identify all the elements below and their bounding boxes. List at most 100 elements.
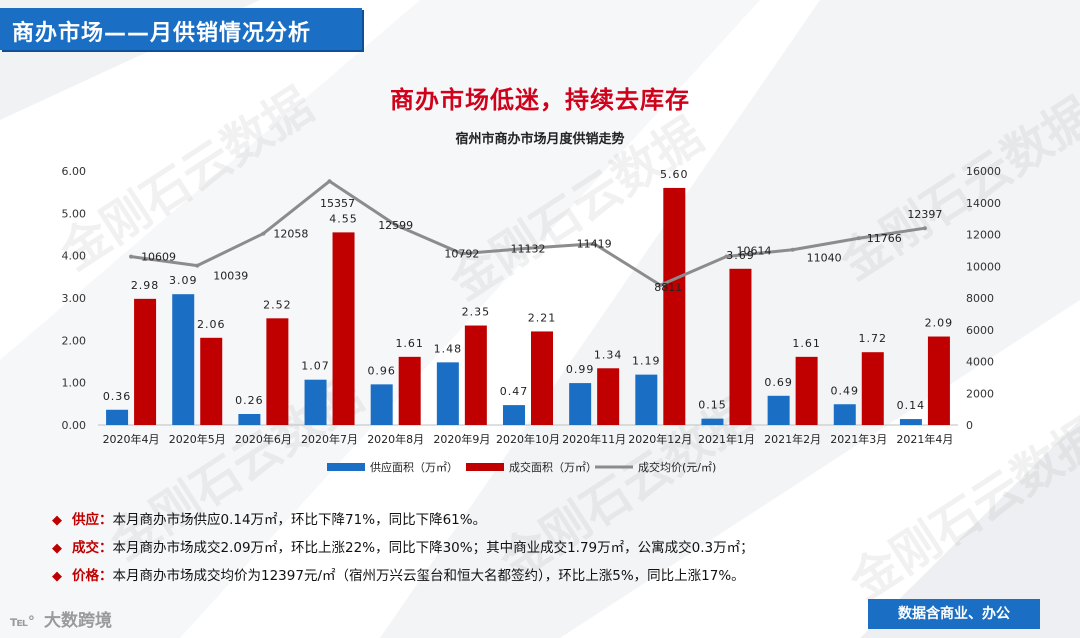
y-right-tick-label: 2000 [966, 387, 994, 400]
price-point [327, 179, 332, 184]
supply-data-label: 0.49 [831, 384, 860, 397]
deal-bar [729, 268, 752, 425]
supply-bar [701, 418, 724, 425]
price-point [790, 247, 795, 252]
price-data-label: 10792 [444, 248, 479, 261]
deal-data-label: 1.72 [859, 332, 888, 345]
supply-bar [899, 419, 922, 425]
x-tick-label: 2021年1月 [698, 432, 755, 446]
price-data-label: 15357 [320, 197, 355, 210]
supply-bar [106, 409, 129, 425]
supply-bar [767, 395, 790, 425]
bullet-supply: ◆ 供应：本月商办市场供应0.14万㎡，环比下降71%，同比下降61%。 [52, 506, 754, 534]
supply-data-label: 1.07 [301, 360, 330, 373]
x-tick-label: 2021年2月 [764, 432, 821, 446]
bullet-label: 价格： [72, 568, 113, 584]
bullet-text: 本月商办市场成交均价为12397元/㎡（宿州万兴云玺台和恒大名都签约），环比上涨… [112, 568, 745, 584]
diamond-icon: ◆ [52, 541, 62, 556]
price-point [856, 236, 861, 241]
diamond-icon: ◆ [52, 569, 62, 584]
bullet-deal: ◆ 成交：本月商办市场成交2.09万㎡，环比上涨22%，同比下降30%；其中商业成… [52, 534, 754, 562]
bullet-price: ◆ 价格：本月商办市场成交均价为12397元/㎡（宿州万兴云玺台和恒大名都签约），… [52, 562, 754, 590]
supply-data-label: 0.96 [367, 364, 396, 377]
deal-bar [597, 368, 620, 425]
legend-swatch-deal [466, 463, 504, 471]
supply-bar [635, 374, 658, 425]
x-tick-label: 2020年5月 [169, 432, 226, 446]
x-tick-label: 2020年11月 [562, 432, 626, 446]
supply-bar [172, 294, 195, 425]
supply-data-label: 0.14 [897, 399, 926, 412]
supply-bar [370, 384, 393, 425]
deal-bar [332, 232, 355, 425]
price-data-label: 11766 [867, 232, 902, 245]
supply-data-label: 1.19 [632, 355, 661, 368]
footer-note: 数据含商业、办公 [868, 599, 1040, 629]
deal-bar [927, 336, 950, 425]
x-tick-label: 2020年4月 [103, 432, 160, 446]
deal-data-label: 3.69 [726, 249, 755, 262]
price-data-label: 11419 [577, 238, 612, 251]
y-left-tick-label: 5.00 [62, 207, 87, 220]
supply-bar [503, 405, 525, 425]
deal-bar [795, 356, 818, 425]
deal-data-label: 5.60 [660, 168, 689, 181]
x-tick-label: 2020年8月 [367, 432, 424, 446]
legend-swatch-supply [327, 463, 365, 471]
supply-data-label: 0.15 [698, 399, 727, 412]
price-point [261, 231, 266, 236]
bullet-text: 本月商办市场供应0.14万㎡，环比下降71%，同比下降61%。 [112, 512, 487, 528]
footer-logo: ℡° 大数跨境 [10, 606, 112, 631]
deal-bar [531, 331, 553, 425]
legend-label-price: 成交均价(元/㎡) [638, 460, 716, 474]
supply-data-label: 0.36 [103, 390, 132, 403]
x-tick-label: 2020年12月 [628, 432, 692, 446]
supply-data-label: 0.69 [764, 376, 793, 389]
deal-bar [861, 352, 884, 425]
deal-data-label: 2.98 [131, 279, 160, 292]
bullet-label: 供应： [72, 512, 113, 528]
deal-bar [398, 356, 421, 425]
y-right-tick-label: 16000 [966, 165, 1001, 178]
x-tick-label: 2020年7月 [301, 432, 358, 446]
price-point [658, 283, 663, 288]
price-point [459, 251, 464, 256]
y-left-tick-label: 4.00 [62, 250, 87, 263]
price-data-label: 11040 [807, 252, 842, 265]
y-right-tick-label: 12000 [966, 229, 1001, 242]
price-data-label: 10614 [736, 245, 771, 258]
x-tick-label: 2020年9月 [433, 432, 490, 446]
supply-data-label: 0.47 [500, 385, 529, 398]
deal-data-label: 2.06 [197, 318, 226, 331]
price-data-label: 12058 [273, 228, 308, 241]
deal-bar [134, 298, 157, 425]
price-point [724, 254, 729, 259]
deal-bar [464, 325, 487, 425]
price-data-label: 12599 [378, 219, 413, 232]
deal-bar [663, 187, 686, 425]
header-bar: 商办市场——月供销情况分析 [0, 8, 362, 50]
deal-bar [266, 318, 289, 425]
y-left-tick-label: 1.00 [62, 377, 87, 390]
deal-data-label: 1.61 [395, 337, 424, 350]
supply-bar [833, 404, 856, 425]
y-right-tick-label: 8000 [966, 292, 994, 305]
price-point [129, 254, 134, 259]
y-right-tick-label: 14000 [966, 197, 1001, 210]
price-data-label: 8811 [654, 281, 682, 294]
price-point [195, 263, 200, 268]
page-title: 商办市场——月供销情况分析 [12, 21, 312, 46]
supply-bar [304, 379, 327, 425]
bullet-list: ◆ 供应：本月商办市场供应0.14万㎡，环比下降71%，同比下降61%。 ◆ 成交：… [52, 506, 754, 590]
x-tick-label: 2020年6月 [235, 432, 292, 446]
footer-logo-text: 大数跨境 [44, 611, 112, 631]
y-left-tick-label: 2.00 [62, 334, 87, 347]
bullet-label: 成交： [72, 540, 113, 556]
chart-title: 宿州市商办市场月度供销走势 [455, 131, 624, 147]
supply-bar [436, 362, 459, 425]
supply-bar [238, 413, 261, 425]
legend-label-deal: 成交面积（万㎡） [509, 460, 597, 474]
price-data-label: 10039 [213, 270, 248, 283]
price-point [592, 241, 597, 246]
price-data-label: 10609 [141, 251, 176, 264]
